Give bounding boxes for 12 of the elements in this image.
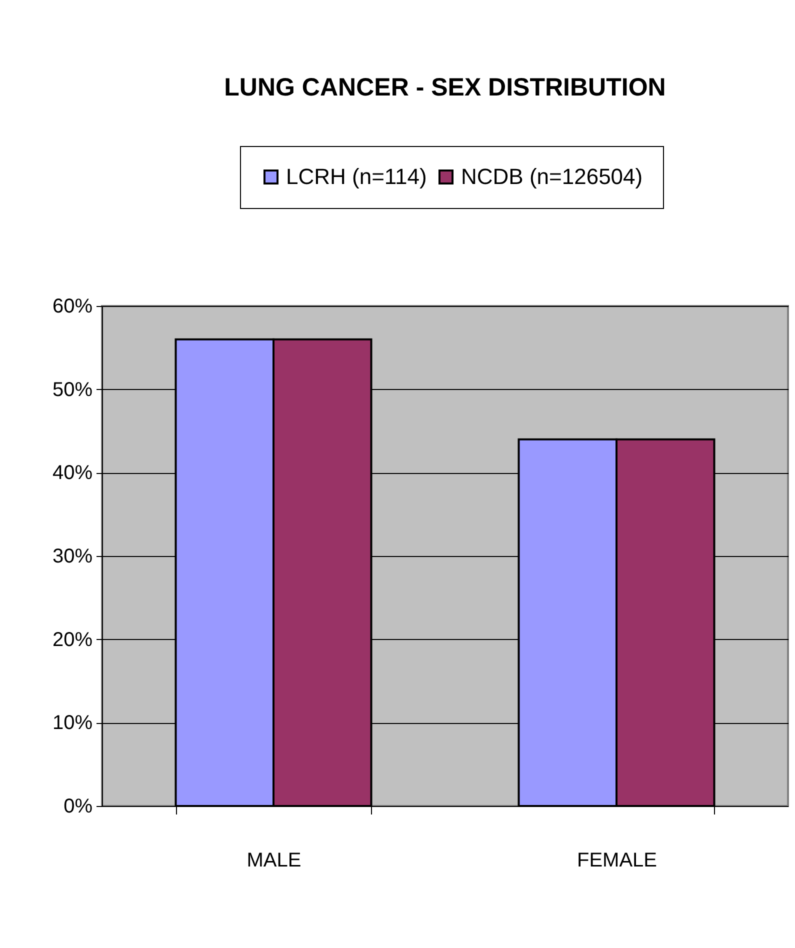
y-tick-label: 0% — [64, 796, 93, 818]
y-tick-label: 20% — [52, 628, 93, 651]
legend-label: LCRH (n=114) — [286, 164, 427, 189]
x-tick-label: MALE — [246, 850, 302, 872]
x-tick-label: FEMALE — [576, 850, 658, 872]
y-tick-label: 60% — [52, 296, 93, 318]
y-tick-label: 30% — [52, 546, 93, 568]
legend-label: NCDB (n=126504) — [461, 164, 643, 189]
y-tick-label: 40% — [52, 462, 93, 484]
y-tick-label: 50% — [52, 378, 93, 401]
y-tick-label: 10% — [52, 712, 93, 734]
chart-title: LUNG CANCER - SEX DISTRIBUTION — [224, 74, 666, 102]
